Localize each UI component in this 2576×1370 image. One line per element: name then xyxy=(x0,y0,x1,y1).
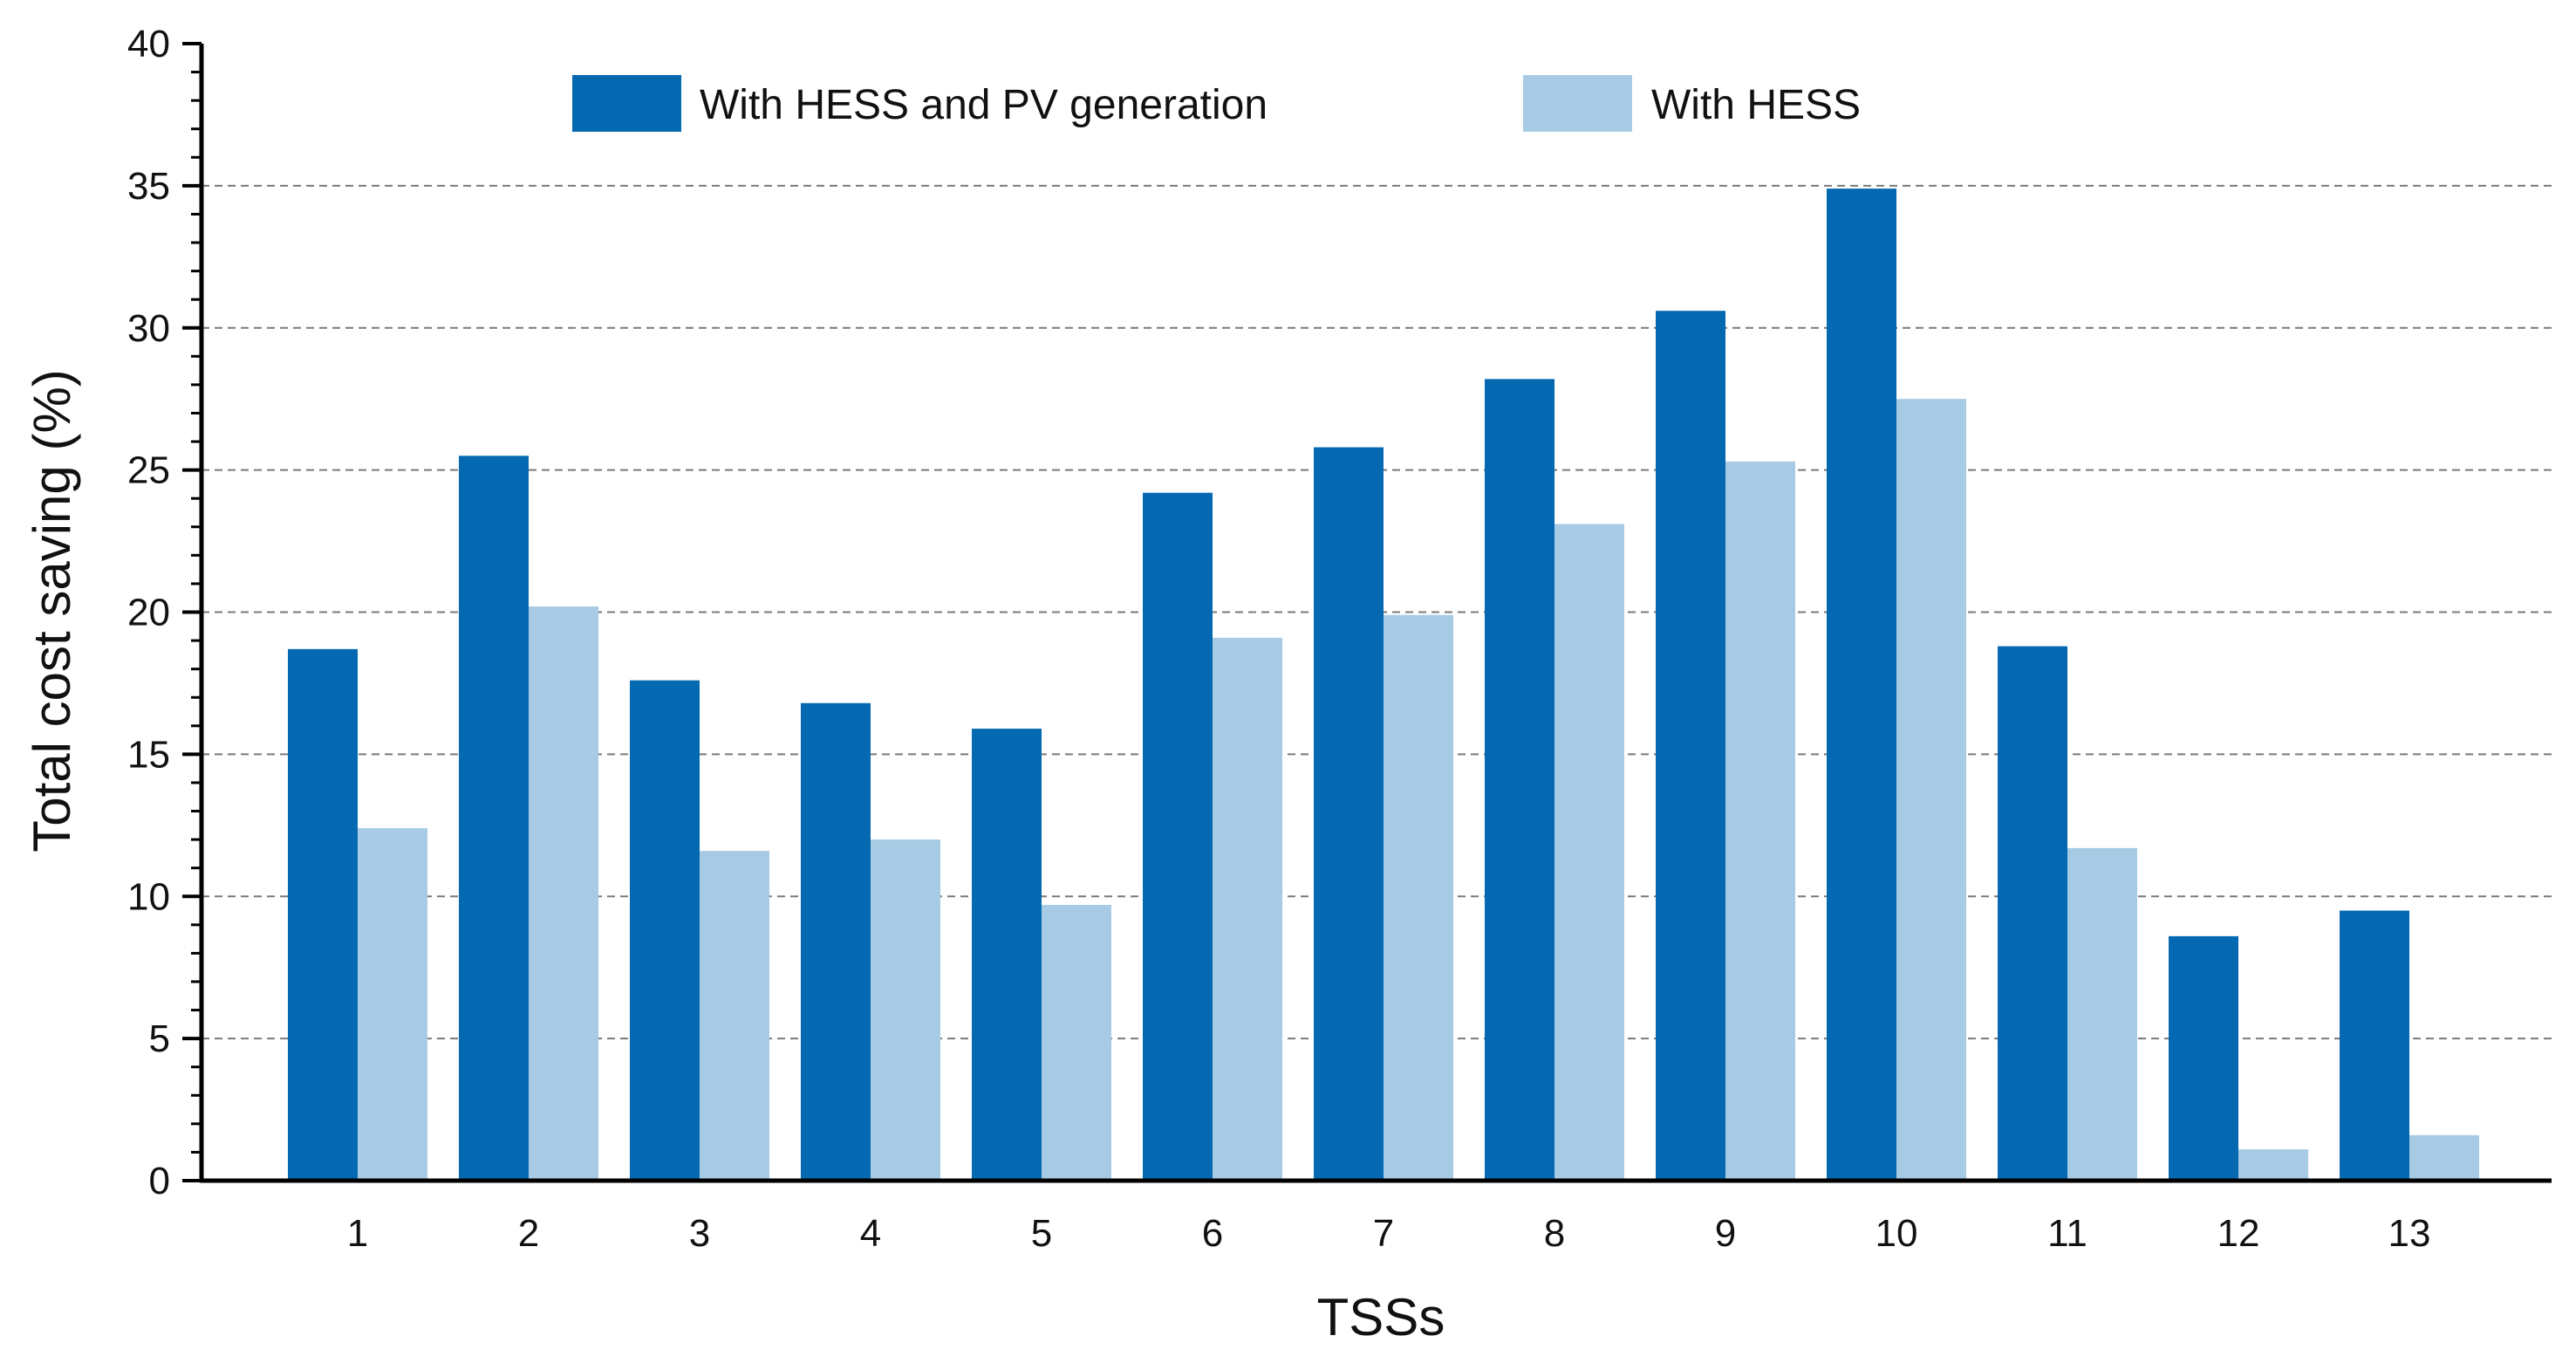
x-tick-label-8: 8 xyxy=(1544,1212,1565,1255)
x-tick-label-10: 10 xyxy=(1876,1212,1918,1255)
bar-tss-6-series-0 xyxy=(1143,492,1213,1181)
x-tick-label-2: 2 xyxy=(518,1212,539,1255)
bar-tss-7-series-0 xyxy=(1314,447,1384,1181)
bars xyxy=(288,188,2479,1182)
bar-tss-10-series-0 xyxy=(1827,188,1896,1181)
y-tick-label-25: 25 xyxy=(127,449,170,492)
y-axis-title: Total cost saving (%) xyxy=(23,369,81,853)
bar-tss-5-series-0 xyxy=(972,729,1042,1181)
bar-tss-11-series-0 xyxy=(1998,646,2067,1181)
y-tick-label-30: 30 xyxy=(127,307,170,350)
bar-tss-9-series-0 xyxy=(1656,311,1725,1182)
bar-tss-1-series-0 xyxy=(288,648,358,1181)
y-tick-label-5: 5 xyxy=(149,1017,170,1060)
bar-tss-12-series-1 xyxy=(2238,1149,2308,1181)
x-tick-label-11: 11 xyxy=(2047,1212,2087,1255)
bar-tss-4-series-0 xyxy=(801,702,871,1181)
bar-tss-7-series-1 xyxy=(1384,614,1453,1181)
bar-tss-11-series-1 xyxy=(2067,847,2137,1181)
bar-tss-13-series-1 xyxy=(2409,1134,2479,1181)
legend: With HESS and PV generation With HESS xyxy=(572,75,1861,132)
bar-tss-1-series-1 xyxy=(358,828,427,1181)
bar-tss-12-series-0 xyxy=(2169,935,2238,1181)
y-tick-label-35: 35 xyxy=(127,165,170,208)
bar-tss-8-series-0 xyxy=(1485,379,1554,1181)
legend-label-hess: With HESS xyxy=(1651,82,1861,128)
x-tick-label-13: 13 xyxy=(2388,1212,2431,1255)
y-tick-label-10: 10 xyxy=(127,875,170,918)
x-tick-label-7: 7 xyxy=(1373,1212,1394,1255)
bar-tss-6-series-1 xyxy=(1213,637,1282,1181)
x-tick-label-3: 3 xyxy=(689,1212,710,1255)
bar-tss-5-series-1 xyxy=(1042,905,1111,1181)
bar-tss-2-series-1 xyxy=(529,606,598,1181)
x-tick-label-5: 5 xyxy=(1031,1212,1052,1255)
x-tick-label-12: 12 xyxy=(2217,1212,2260,1255)
y-tick-label-15: 15 xyxy=(127,733,170,776)
bar-tss-4-series-1 xyxy=(871,839,940,1181)
y-tick-label-20: 20 xyxy=(127,592,170,634)
bar-tss-9-series-1 xyxy=(1725,461,1795,1181)
x-ticks: 1 2 3 4 5 6 7 8 9 10 11 12 13 xyxy=(347,1212,2431,1255)
y-tick-label-40: 40 xyxy=(127,23,170,65)
y-ticks: 0 5 10 15 20 25 30 35 40 xyxy=(127,23,202,1202)
x-tick-label-9: 9 xyxy=(1715,1212,1736,1255)
legend-swatch-hess-pv xyxy=(572,75,681,132)
bar-tss-3-series-0 xyxy=(630,680,700,1181)
x-tick-label-1: 1 xyxy=(347,1212,368,1255)
y-tick-label-0: 0 xyxy=(149,1160,170,1202)
bar-tss-8-series-1 xyxy=(1554,524,1624,1181)
x-tick-label-6: 6 xyxy=(1202,1212,1223,1255)
legend-label-hess-pv: With HESS and PV generation xyxy=(700,82,1268,128)
legend-swatch-hess xyxy=(1523,75,1632,132)
x-axis-title: TSSs xyxy=(1317,1288,1445,1346)
bar-tss-13-series-0 xyxy=(2340,910,2409,1181)
bar-tss-3-series-1 xyxy=(700,851,769,1181)
bar-tss-10-series-1 xyxy=(1896,399,1966,1181)
x-tick-label-4: 4 xyxy=(860,1212,881,1255)
bar-tss-2-series-0 xyxy=(459,456,529,1181)
